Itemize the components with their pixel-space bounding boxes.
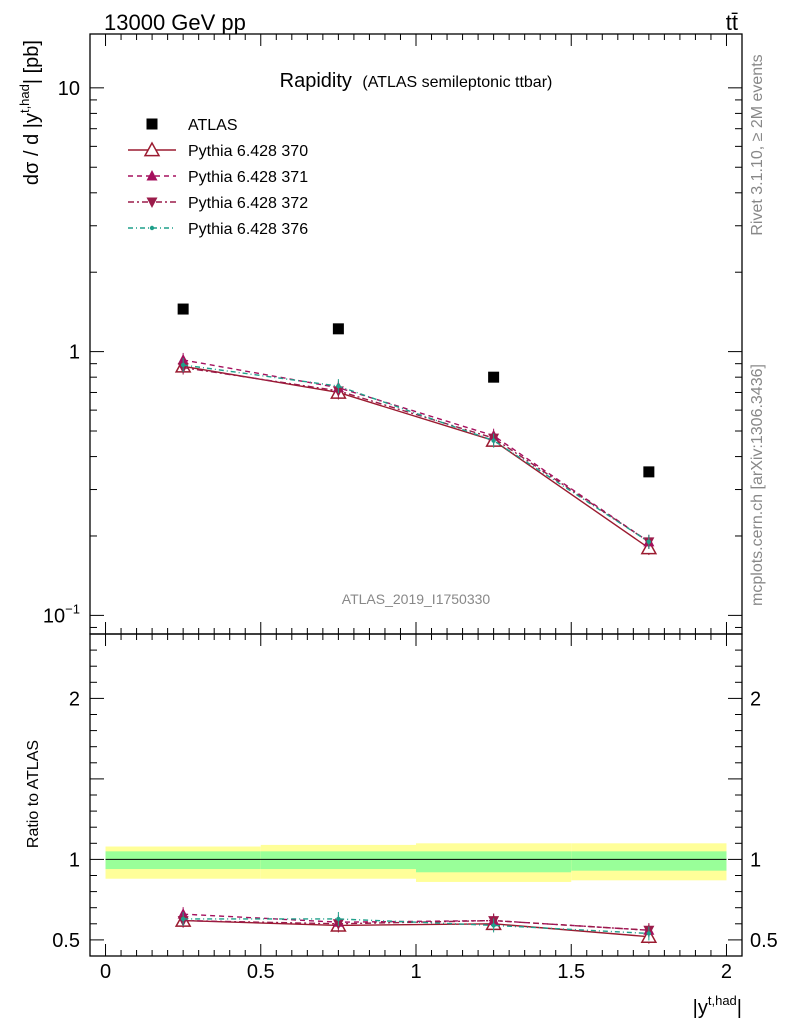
ratio-y-tick-label-right-1: 1 bbox=[750, 849, 761, 871]
ratio-uncertainty-bands bbox=[105, 843, 727, 882]
legend-marker-0 bbox=[146, 118, 158, 130]
main-series-4-point-0 bbox=[180, 362, 186, 368]
main-ylabel-part2: | [pb] bbox=[21, 40, 43, 84]
band-inner-1 bbox=[260, 851, 416, 870]
legend-marker-3 bbox=[146, 197, 158, 208]
ratio-ylabel: Ratio to ATLAS bbox=[25, 740, 42, 848]
legend-marker-2 bbox=[146, 170, 158, 181]
main-y-tick-label-0: 10−1 bbox=[43, 601, 80, 627]
x-tick-label-2: 1 bbox=[410, 961, 421, 983]
main-ylabel-sup: t,had bbox=[17, 84, 32, 113]
x-tick-label-4: 2 bbox=[721, 961, 732, 983]
ratio-series-3-line bbox=[183, 918, 649, 935]
main-series-4-point-1 bbox=[336, 383, 341, 389]
ratio-series-3-point-1 bbox=[336, 916, 341, 922]
main-data-point-2 bbox=[488, 371, 500, 383]
main-title: Rapidity (ATLAS semileptonic ttbar) bbox=[280, 70, 553, 92]
energy-label: 13000 GeV pp bbox=[104, 10, 246, 35]
main-data-point-0 bbox=[177, 303, 189, 315]
legend-label-4: Pythia 6.428 376 bbox=[188, 221, 308, 238]
analysis-watermark: ATLAS_2019_I1750330 bbox=[342, 591, 491, 607]
main-data-point-1 bbox=[332, 323, 344, 335]
main-series-2-line bbox=[183, 359, 650, 543]
main-series bbox=[174, 303, 658, 556]
main-y-tick-label-1: 1 bbox=[69, 342, 80, 364]
legend-label-2: Pythia 6.428 371 bbox=[188, 169, 308, 186]
process-label: tt̄ bbox=[726, 10, 738, 35]
ratio-series-0-line bbox=[183, 919, 649, 938]
main-y-tick-base: 10 bbox=[43, 605, 65, 627]
ratio-y-tick-label-right-2: 2 bbox=[750, 688, 761, 710]
main-data-point-3 bbox=[643, 466, 655, 478]
band-inner-2 bbox=[416, 851, 572, 873]
band-inner-3 bbox=[571, 851, 727, 871]
main-ylabel-part1: dσ / d |y bbox=[21, 113, 43, 185]
ratio-series-3-point-2 bbox=[491, 923, 496, 928]
legend-label-0: ATLAS bbox=[188, 117, 238, 134]
ratio-y-tick-label-right-0: 0.5 bbox=[750, 930, 778, 952]
main-series-3-line bbox=[183, 366, 650, 543]
main-series-4-point-2 bbox=[491, 438, 496, 443]
rivet-label: Rivet 3.1.10, ≥ 2M events bbox=[749, 54, 766, 235]
ratio-y-tick-label-left-1: 1 bbox=[69, 849, 80, 871]
legend-label-1: Pythia 6.428 370 bbox=[188, 143, 308, 160]
main-series-4-point-3 bbox=[646, 539, 652, 545]
x-axis-label-part1: |y bbox=[693, 997, 708, 1019]
legend-label-3: Pythia 6.428 372 bbox=[188, 195, 308, 212]
ratio-y-tick-label-left-0: 0.5 bbox=[52, 930, 80, 952]
mcplots-label: mcplots.cern.ch [arXiv:1306.3436] bbox=[749, 364, 766, 606]
x-tick-label-1: 0.5 bbox=[247, 961, 275, 983]
main-subtitle-text: (ATLAS semileptonic ttbar) bbox=[362, 74, 552, 91]
ratio-series-3-point-3 bbox=[646, 931, 652, 936]
main-ylabel: dσ / d |yt,had| [pb] bbox=[17, 40, 43, 185]
x-axis-label: |yt,had| bbox=[693, 993, 742, 1019]
main-title-text: Rapidity bbox=[280, 70, 352, 92]
x-axis-label-sup: t,had bbox=[708, 993, 737, 1008]
legend: ATLAS Pythia 6.428 370 Pythia 6.428 371 Pyt… bbox=[128, 117, 308, 238]
main-y-tick-exp: −1 bbox=[65, 601, 80, 616]
ratio-series bbox=[174, 907, 658, 944]
band-inner-0 bbox=[105, 851, 261, 870]
main-series-1-line bbox=[183, 365, 650, 549]
legend-marker-4 bbox=[149, 225, 155, 231]
ratio-y-tick-label-left-2: 2 bbox=[69, 688, 80, 710]
axes bbox=[89, 33, 743, 957]
legend-marker-1 bbox=[143, 141, 161, 157]
x-tick-label-0: 0 bbox=[100, 961, 111, 983]
x-tick-label-3: 1.5 bbox=[557, 961, 585, 983]
ratio-series-3-point-0 bbox=[180, 916, 186, 922]
ratio-series-2-line bbox=[183, 919, 649, 931]
main-y-tick-label-2: 10 bbox=[58, 78, 80, 100]
x-axis-label-part2: | bbox=[737, 997, 742, 1019]
